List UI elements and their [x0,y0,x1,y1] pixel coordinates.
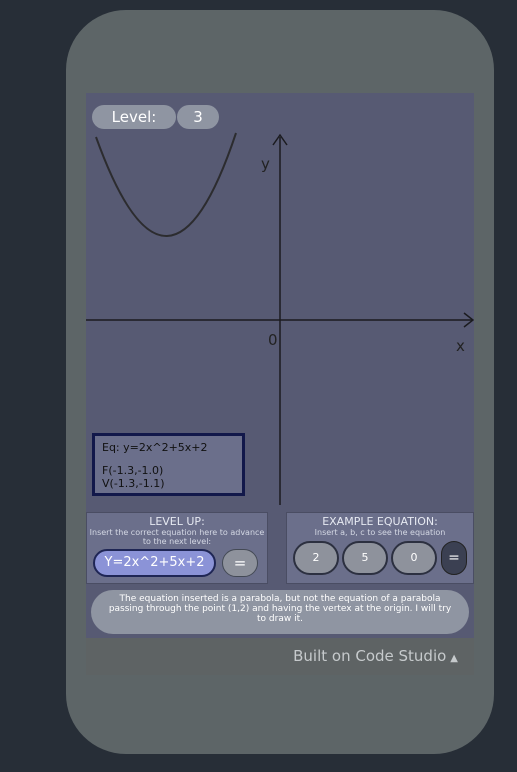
origin-label: 0 [268,331,278,349]
footer-label: Built on Code Studio [293,647,447,665]
vertex-text: V(-1.3,-1.1) [102,477,165,490]
example-equation-panel: EXAMPLE EQUATION: Insert a, b, c to see … [286,512,474,584]
coefficient-a-input[interactable]: 2 [293,541,339,575]
coefficient-b-input[interactable]: 5 [342,541,388,575]
equation-info-box: Eq: y=2x^2+5x+2 F(-1.3,-1.0) V(-1.3,-1.1… [92,433,245,496]
y-axis-arrow [272,133,288,146]
coefficient-c-input[interactable]: 0 [391,541,437,575]
example-title: EXAMPLE EQUATION: [322,515,438,528]
graph-canvas [86,132,474,505]
level-up-title: LEVEL UP: [149,515,205,528]
caret-up-icon: ▲ [450,653,458,664]
answer-input[interactable]: Y=2x^2+5x+2 [93,549,216,577]
submit-answer-button[interactable]: = [222,549,258,577]
parabola-curve [95,132,237,237]
level-up-panel: LEVEL UP: Insert the correct equation he… [86,512,268,584]
example-subtitle: Insert a, b, c to see the equation [314,528,446,537]
x-axis-arrow [463,312,474,328]
draw-example-button[interactable]: = [441,541,467,575]
x-axis-label: x [456,337,465,355]
app-screen: Level: 3 y x 0 Eq: y=2x^2+5x+2 F(-1.3,-1… [86,93,474,675]
footer-bar[interactable]: Built on Code Studio ▲ [86,638,474,675]
y-axis-label: y [261,155,270,173]
focus-text: F(-1.3,-1.0) [102,464,164,477]
feedback-message: The equation inserted is a parabola, but… [91,590,469,634]
level-label: Level: [92,105,176,129]
equation-text: Eq: y=2x^2+5x+2 [102,441,208,454]
level-value: 3 [177,105,219,129]
level-up-subtitle: Insert the correct equation here to adva… [89,528,265,546]
